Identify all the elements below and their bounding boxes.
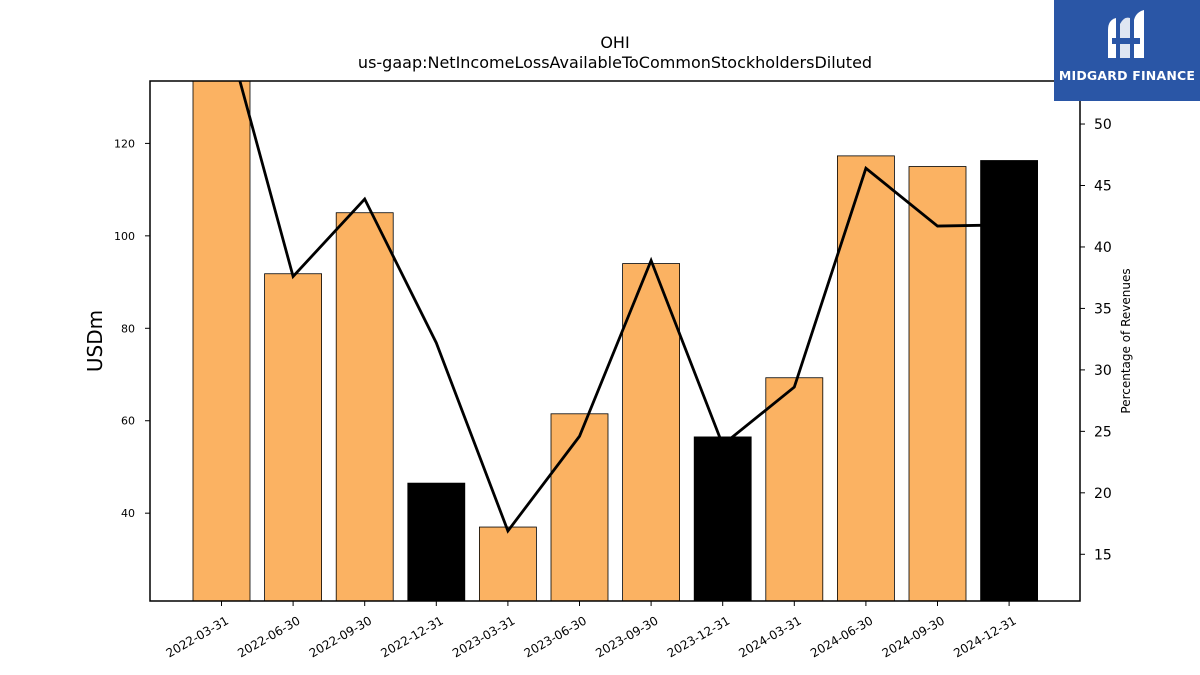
y2-tick-label: 35 [1094,301,1112,317]
y2-axis-label: Percentage of Revenues [1119,268,1133,413]
y2-tick-label: 50 [1094,117,1112,133]
bar-2024-09-30 [908,166,967,601]
bar-2022-12-31 [407,482,466,601]
midgard-finance-logo: MIDGARD FINANCE [1054,0,1200,101]
y2-tick-label: 40 [1094,240,1112,256]
bars [192,81,1038,601]
bar-2023-12-31 [693,436,752,601]
x-tick-label: 2023-09-30 [593,613,660,660]
bar-2024-06-30 [837,155,895,601]
y-axis-left: 40 60 80 100 120 [114,137,150,520]
logo-text: MIDGARD FINANCE [1058,68,1196,83]
y2-tick-label: 15 [1094,547,1112,563]
x-tick-label: 2022-03-31 [164,613,231,660]
midgard-logo-icon [1108,10,1144,59]
bar-2023-03-31 [478,526,537,601]
y-tick-label: 40 [121,507,135,520]
bar-2023-09-30 [622,263,680,601]
bar-2024-12-31 [980,160,1038,601]
y-tick-label: 80 [121,322,135,335]
bar-2023-06-30 [550,413,609,601]
x-tick-label: 2022-12-31 [378,613,445,660]
x-tick-label: 2022-06-30 [235,613,302,660]
y-axis-label: USDm [83,310,107,372]
x-tick-label: 2024-09-30 [880,613,947,660]
chart-title: OHI [600,33,629,52]
y-tick-label: 60 [121,415,135,428]
x-tick-label: 2024-12-31 [951,613,1018,660]
y-tick-label: 100 [114,230,135,243]
plot-frame [149,80,1081,602]
y2-tick-label: 45 [1094,178,1112,194]
percentage-line [238,81,1010,534]
y2-tick-label: 20 [1094,486,1112,502]
y-tick-label: 120 [114,137,135,150]
percentage-line-path [238,81,1010,534]
bar-2022-03-31 [192,81,251,601]
y2-tick-label: 30 [1094,363,1112,379]
bar-2024-03-31 [765,377,824,601]
x-tick-label: 2023-03-31 [450,613,517,660]
y2-tick-label: 25 [1094,424,1112,440]
x-tick-label: 2023-12-31 [665,613,732,660]
chart-subtitle: us-gaap:NetIncomeLossAvailableToCommonSt… [358,53,872,72]
y-axis-right: 15 20 25 30 35 40 45 50 [1080,117,1112,563]
bar-2022-06-30 [264,273,323,601]
x-tick-label: 2022-09-30 [307,613,374,660]
x-tick-label: 2024-03-31 [736,613,803,660]
x-tick-label: 2023-06-30 [522,613,589,660]
bar-2022-09-30 [335,212,394,601]
x-tick-label: 2024-06-30 [808,613,875,660]
x-axis: 2022-03-31 2022-06-30 2022-09-30 2022-12-31… [164,601,1019,660]
